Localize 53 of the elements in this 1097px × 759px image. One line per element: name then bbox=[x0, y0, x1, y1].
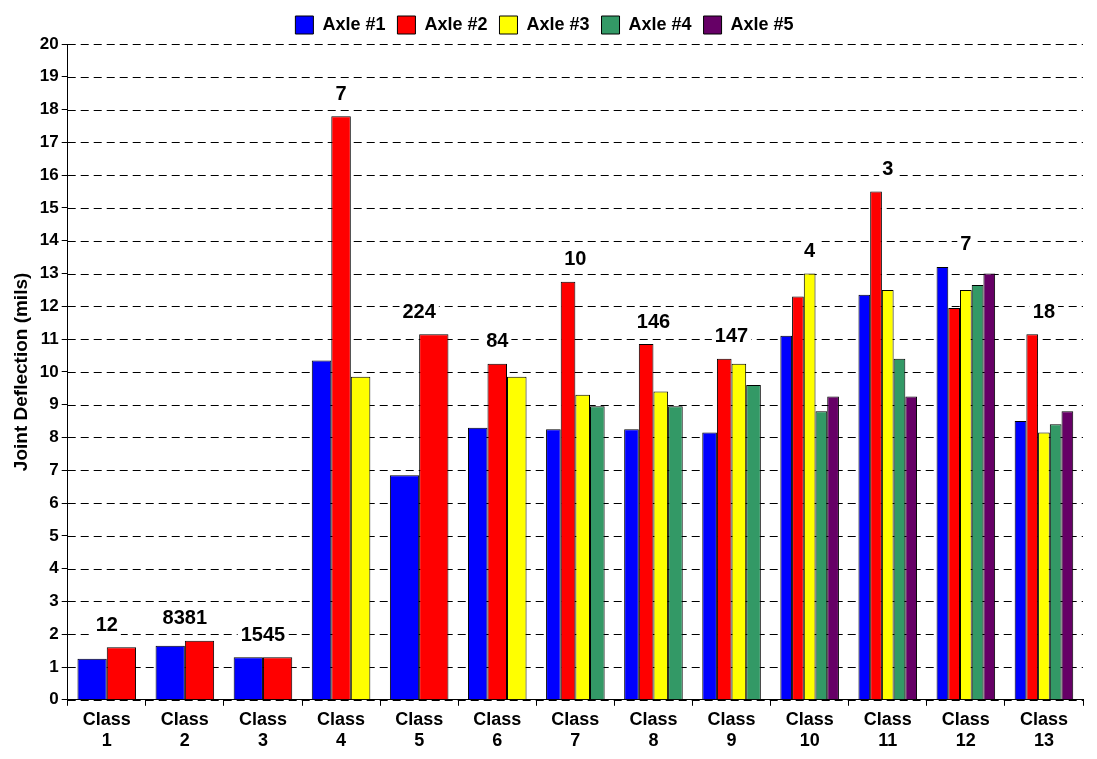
y-tick-label: 18 bbox=[39, 99, 59, 119]
y-tick-label: 11 bbox=[40, 328, 59, 348]
x-tick-label: Class 4 bbox=[317, 708, 366, 751]
y-tick-label: 7 bbox=[49, 459, 59, 479]
y-tick-label: 8 bbox=[49, 427, 59, 447]
annotation: 84 bbox=[486, 329, 510, 352]
annotation: 18 bbox=[1032, 299, 1056, 322]
annotation: 1545 bbox=[240, 622, 286, 645]
y-tick-label: 10 bbox=[39, 361, 59, 381]
y-tick-label: 1 bbox=[49, 656, 59, 676]
legend-label: Axle #1 bbox=[322, 13, 386, 34]
y-tick-label: 19 bbox=[39, 66, 59, 86]
annotation: 7 bbox=[335, 81, 347, 104]
legend-label: Axle #3 bbox=[526, 13, 590, 34]
y-tick-label: 14 bbox=[39, 230, 60, 250]
annotation: 3 bbox=[882, 157, 894, 180]
x-tick-label: Class 13 bbox=[1019, 708, 1068, 751]
x-tick-label: Class 5 bbox=[395, 708, 444, 751]
x-tick-label: Class 3 bbox=[238, 708, 287, 751]
y-tick-label: 15 bbox=[39, 197, 59, 217]
legend-label: Axle #5 bbox=[730, 13, 794, 34]
annotation: 7 bbox=[960, 232, 972, 255]
x-tick-label: Class 1 bbox=[82, 708, 131, 751]
x-tick-label: Class 9 bbox=[707, 708, 756, 751]
annotation: 224 bbox=[402, 299, 437, 322]
y-tick-label: 12 bbox=[39, 296, 59, 316]
x-tick-label: Class 2 bbox=[160, 708, 209, 751]
y-tick-label: 6 bbox=[49, 492, 59, 512]
y-tick-label: 9 bbox=[49, 394, 59, 414]
x-tick-label: Class 7 bbox=[551, 708, 600, 751]
x-tick-label: Class 11 bbox=[863, 708, 912, 751]
y-tick-label: 0 bbox=[49, 689, 59, 709]
annotation: 4 bbox=[804, 239, 817, 262]
legend-label: Axle #2 bbox=[424, 13, 488, 34]
annotation: 10 bbox=[564, 247, 587, 270]
x-tick-label: Class 12 bbox=[941, 708, 990, 751]
annotation: 147 bbox=[714, 324, 749, 347]
x-tick-label: Class 10 bbox=[785, 708, 834, 751]
annotation: 146 bbox=[636, 309, 671, 332]
y-tick-label: 17 bbox=[39, 132, 59, 152]
y-tick-label: 4 bbox=[49, 558, 60, 578]
y-tick-label: 13 bbox=[39, 263, 59, 283]
annotation: 12 bbox=[95, 612, 118, 635]
x-tick-label: Class 6 bbox=[473, 708, 522, 751]
y-axis-title: Joint Deflection (mils) bbox=[9, 272, 31, 472]
legend-label: Axle #4 bbox=[628, 13, 692, 34]
annotation: 8381 bbox=[162, 606, 208, 629]
y-tick-label: 16 bbox=[39, 164, 59, 184]
x-tick-label: Class 8 bbox=[629, 708, 678, 751]
y-tick-label: 3 bbox=[49, 591, 59, 611]
y-tick-label: 5 bbox=[49, 525, 59, 545]
y-tick-label: 20 bbox=[39, 33, 59, 53]
y-tick-label: 2 bbox=[49, 623, 59, 643]
